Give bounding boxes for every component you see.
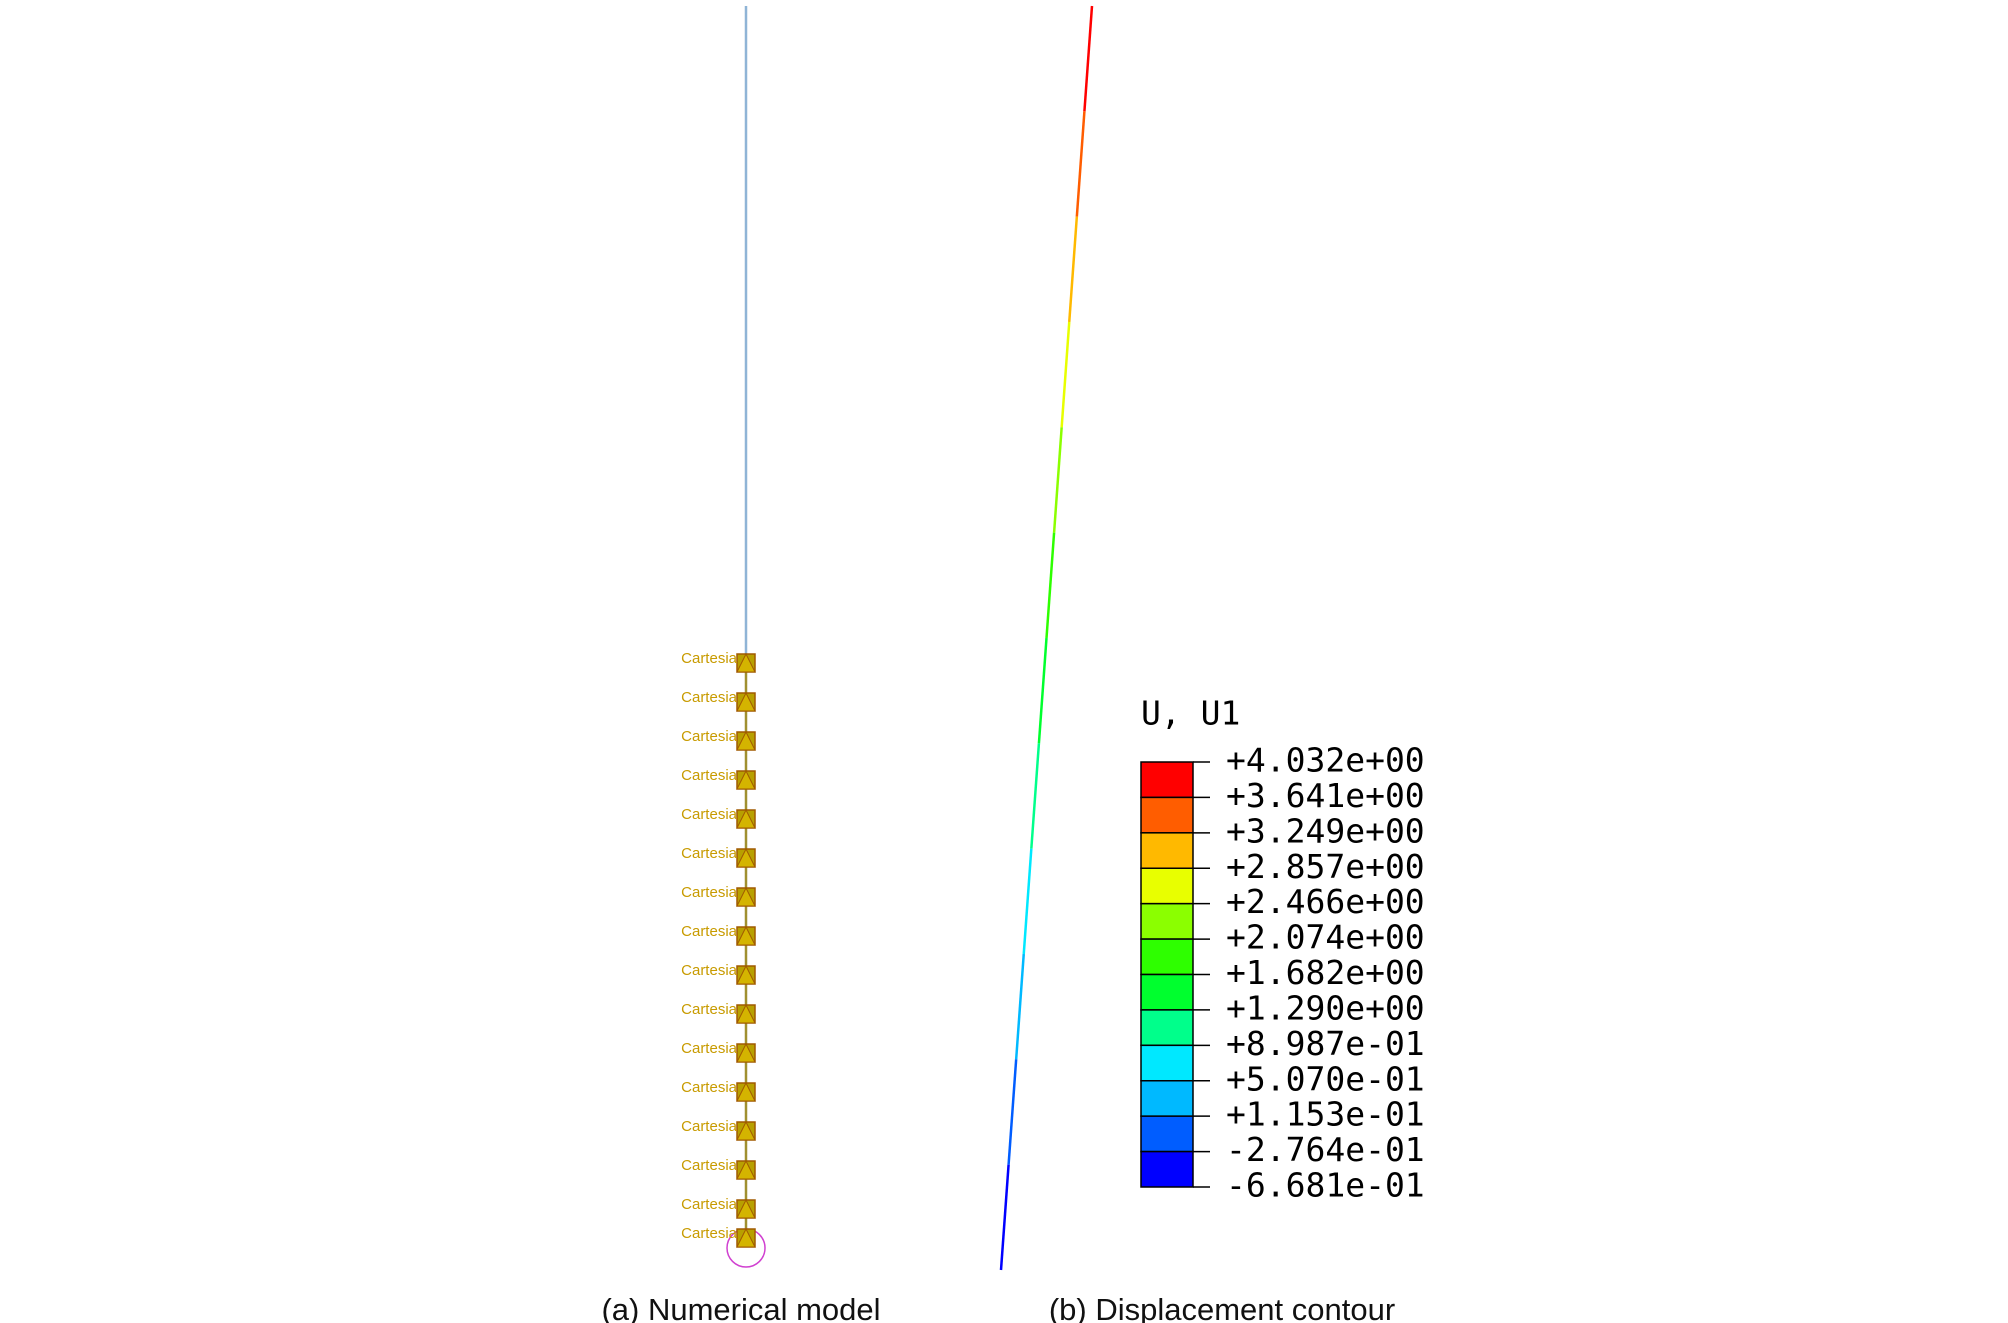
- node-label: Cartesia: [681, 689, 738, 706]
- deformed-segment: [1022, 848, 1033, 955]
- legend-band: [1140, 1080, 1194, 1117]
- deformed-segment: [1052, 427, 1063, 533]
- node-triangle: [736, 691, 756, 712]
- legend-band: [1140, 902, 1194, 940]
- node-label: Cartesia: [681, 1079, 738, 1096]
- deformed-segment: [1068, 216, 1079, 323]
- node-triangle: [736, 652, 756, 673]
- legend-band: [1140, 938, 1194, 976]
- legend-label: +1.290e+00: [1226, 988, 1425, 1027]
- node-label: Cartesia: [681, 767, 738, 784]
- node-label: Cartesia: [681, 962, 738, 979]
- node-triangle: [736, 1159, 756, 1180]
- deformed-segment: [1083, 5, 1094, 112]
- node-label: Cartesia: [681, 845, 738, 862]
- node-triangle: [736, 925, 756, 946]
- node-label: Cartesia: [681, 1001, 738, 1018]
- node-triangle: [736, 847, 756, 868]
- legend-band: [1140, 1044, 1194, 1082]
- node-label: Cartesia: [681, 728, 738, 745]
- deformed-segment: [1045, 532, 1056, 639]
- node-label: Cartesia: [681, 806, 738, 823]
- node-triangle: [736, 1227, 756, 1248]
- caption-b: (b) Displacement contour: [1049, 1292, 1395, 1323]
- node-triangle: [736, 1081, 756, 1102]
- legend-label: +2.857e+00: [1226, 847, 1425, 886]
- node-label: Cartesia: [681, 923, 738, 940]
- legend-label: +5.070e-01: [1226, 1059, 1425, 1098]
- caption-a: (a) Numerical model: [601, 1292, 880, 1323]
- legend-band: [1140, 796, 1194, 834]
- deformed-segment: [1030, 743, 1041, 849]
- node-triangle: [736, 886, 756, 907]
- deformed-segment: [999, 1164, 1010, 1271]
- node-label: Cartesia: [681, 1225, 738, 1242]
- legend-band: [1140, 867, 1194, 905]
- legend-label: +8.987e-01: [1226, 1024, 1425, 1063]
- node-label: Cartesia: [681, 1196, 738, 1213]
- legend-label: +1.682e+00: [1226, 953, 1425, 992]
- node-label: Cartesia: [681, 1118, 738, 1135]
- node-triangle: [736, 964, 756, 985]
- deformed-segment: [1037, 637, 1048, 744]
- legend-band: [1140, 1009, 1194, 1047]
- legend-band: [1140, 1150, 1194, 1188]
- node-triangle: [736, 1003, 756, 1024]
- node-label: Cartesia: [681, 1040, 738, 1057]
- legend-label: +2.466e+00: [1226, 882, 1425, 921]
- node-triangle: [736, 808, 756, 829]
- deformed-segment: [1014, 953, 1025, 1060]
- node-triangle: [736, 769, 756, 790]
- legend-band: [1140, 1115, 1194, 1153]
- legend-label: +2.074e+00: [1226, 918, 1425, 957]
- legend-band: [1140, 832, 1194, 869]
- legend-label: +3.641e+00: [1226, 776, 1425, 815]
- node-label: Cartesia: [681, 650, 738, 667]
- legend-band: [1140, 973, 1194, 1011]
- node-label: Cartesia: [681, 884, 738, 901]
- deformed-segment: [1060, 321, 1071, 428]
- legend-label: +3.249e+00: [1226, 811, 1425, 850]
- legend-label: -2.764e-01: [1226, 1130, 1425, 1169]
- node-triangle: [736, 730, 756, 751]
- legend-title: U, U1: [1141, 694, 1240, 733]
- deformed-segment: [1007, 1059, 1018, 1165]
- node-triangle: [736, 1042, 756, 1063]
- legend-label: -6.681e-01: [1226, 1166, 1425, 1205]
- legend-label: +1.153e-01: [1226, 1095, 1425, 1134]
- node-triangle: [736, 1120, 756, 1141]
- legend-band: [1140, 761, 1194, 799]
- node-label: Cartesia: [681, 1157, 738, 1174]
- node-triangle: [736, 1198, 756, 1219]
- legend-label: +4.032e+00: [1226, 741, 1425, 780]
- deformed-segment: [1075, 111, 1086, 217]
